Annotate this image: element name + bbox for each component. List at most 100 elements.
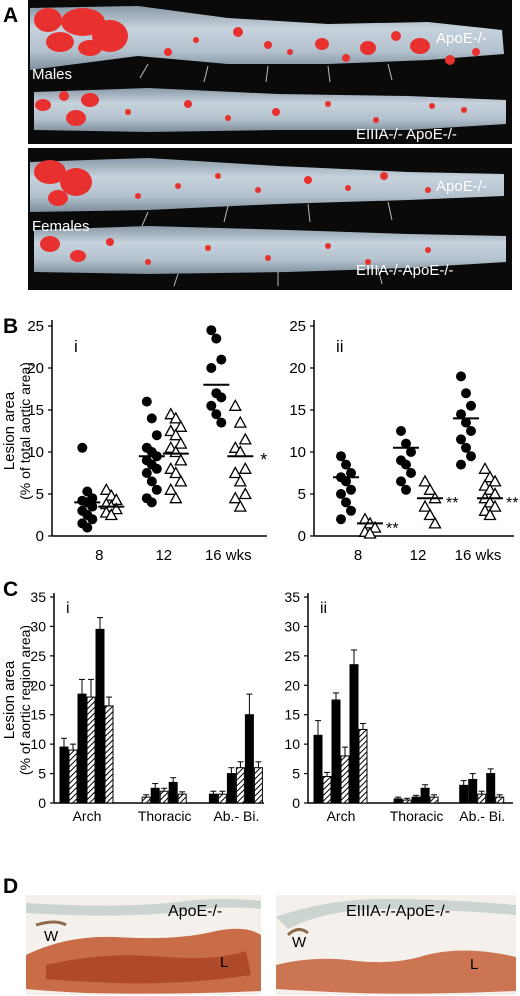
- b-right-significance: **: [386, 520, 398, 537]
- b-right-point-open: [483, 508, 497, 521]
- b-left-point-filled: [211, 409, 222, 420]
- c-right-ytick-label: 10: [284, 736, 300, 752]
- lesion-spots: [34, 8, 480, 265]
- b-ylabel-line2: (% of total aortic area): [17, 362, 33, 500]
- b-left-point-open: [169, 411, 183, 424]
- c-left-bar: [159, 790, 169, 804]
- b-right-ytick-label: 25: [289, 318, 306, 335]
- b-left-point-filled: [216, 392, 227, 403]
- b-left-point-filled: [87, 514, 98, 525]
- b-right-point-filled: [346, 484, 356, 495]
- b-left-xtick-label: 12: [155, 547, 172, 564]
- c-ylabel-line2: (% of aortic region area): [17, 625, 33, 775]
- b-right-point-filled: [456, 371, 466, 382]
- c-right-bar: [468, 778, 478, 804]
- c-ylabel-line1: Lesion area: [1, 660, 18, 739]
- histology-eiiia-title: EIIIA-/-ApoE-/-: [346, 903, 451, 920]
- b-left-point-filled: [141, 468, 152, 478]
- b-right-point-filled: [461, 417, 471, 428]
- b-right-ytick-label: 0: [298, 528, 306, 545]
- c-left-ytick-label: 0: [38, 795, 46, 811]
- b-right-point-filled: [341, 497, 351, 508]
- c-right-bar: [322, 776, 332, 804]
- b-right-point-filled: [341, 476, 351, 487]
- c-right-bar: [459, 784, 469, 804]
- b-right-point-open: [428, 516, 442, 529]
- b-right-point-filled: [406, 447, 416, 457]
- b-right-point-open: [368, 520, 382, 533]
- b-right-point-open: [363, 526, 377, 539]
- c-right-region-label: Ab.- Bi.: [459, 808, 505, 824]
- b-ylabel-line1: Lesion area: [1, 391, 18, 470]
- b-right-point-filled: [456, 434, 466, 445]
- c-right-bar: [402, 799, 412, 804]
- b-right-point-filled: [461, 442, 471, 453]
- b-right-point-filled: [336, 451, 346, 462]
- males-eiiia-label: EIIIA-/- ApoE-/-: [356, 126, 457, 143]
- b-left-point-open: [238, 461, 252, 474]
- c-left-subpanel-label: i: [66, 600, 70, 617]
- histology-apoe-l-label: L: [220, 954, 229, 971]
- b-right-point-filled: [396, 476, 406, 487]
- histology-apoe-title: ApoE-/-: [168, 903, 223, 920]
- b-right-point-filled: [466, 426, 476, 436]
- histology-panel: [26, 895, 516, 995]
- males-label: Males: [32, 66, 73, 83]
- c-left-ytick-label: 30: [30, 618, 46, 634]
- b-left-point-filled: [151, 463, 162, 474]
- b-left-ytick-label: 20: [27, 360, 44, 377]
- c-right-region-label: Arch: [327, 808, 356, 824]
- b-right-point-filled: [396, 426, 406, 436]
- males-apoe-label: ApoE-/-: [436, 30, 487, 47]
- c-right-ytick-label: 5: [292, 766, 300, 782]
- b-left-point-open: [233, 499, 247, 512]
- b-left-point-open: [169, 491, 183, 504]
- c-left-bar: [177, 793, 187, 804]
- b-right-point-filled: [461, 388, 471, 399]
- c-right-ytick-label: 35: [284, 589, 300, 605]
- b-left-ytick-label: 0: [36, 528, 44, 545]
- b-right-point-open: [423, 508, 437, 521]
- b-right-point-filled: [346, 505, 356, 516]
- b-right-point-open: [423, 482, 437, 495]
- c-right-bar: [477, 793, 487, 804]
- c-right-bar: [393, 798, 403, 804]
- b-left-point-filled: [206, 325, 217, 336]
- b-left-point-open: [228, 398, 242, 411]
- b-left-point-filled: [151, 430, 162, 441]
- histology-eiiia-w-label: W: [292, 934, 307, 951]
- c-left-ytick-label: 20: [30, 677, 46, 693]
- b-right-ytick-label: 5: [298, 486, 306, 503]
- b-left-point-open: [174, 436, 188, 449]
- b-right-point-filled: [401, 438, 411, 449]
- b-left-point-open: [238, 487, 252, 500]
- c-left-ytick-label: 25: [30, 648, 46, 664]
- c-left-bar: [150, 787, 160, 804]
- b-left-point-open: [174, 453, 188, 466]
- c-left-ytick-label: 10: [30, 736, 46, 752]
- b-left-ytick-label: 10: [27, 444, 44, 461]
- c-left-region-label: Arch: [73, 808, 102, 824]
- b-left-point-filled: [146, 413, 157, 424]
- c-left-bar: [95, 628, 105, 804]
- c-left-ytick-label: 35: [30, 589, 46, 605]
- c-right-bar: [331, 699, 341, 804]
- b-right-point-filled: [401, 459, 411, 470]
- b-right-point-filled: [346, 468, 356, 478]
- b-right-subpanel-label: ii: [336, 337, 344, 356]
- b-left-point-open: [174, 419, 188, 432]
- females-apoe-label: ApoE-/-: [436, 178, 487, 195]
- b-left-point-filled: [87, 501, 98, 512]
- c-left-bar: [226, 773, 236, 804]
- panel-label-a: A: [3, 4, 19, 27]
- b-right-significance: **: [446, 495, 458, 512]
- b-left-subpanel-label: i: [74, 337, 78, 356]
- b-right-ytick-label: 10: [289, 444, 306, 461]
- c-right-region-label: Thoracic: [390, 808, 444, 824]
- b-right-xtick-label: 8: [354, 547, 362, 564]
- b-left-ytick-label: 25: [27, 318, 44, 335]
- c-right-ytick-label: 30: [284, 618, 300, 634]
- c-left-ytick-label: 5: [38, 766, 46, 782]
- c-right-bar: [349, 664, 359, 804]
- c-left-bar: [104, 705, 114, 804]
